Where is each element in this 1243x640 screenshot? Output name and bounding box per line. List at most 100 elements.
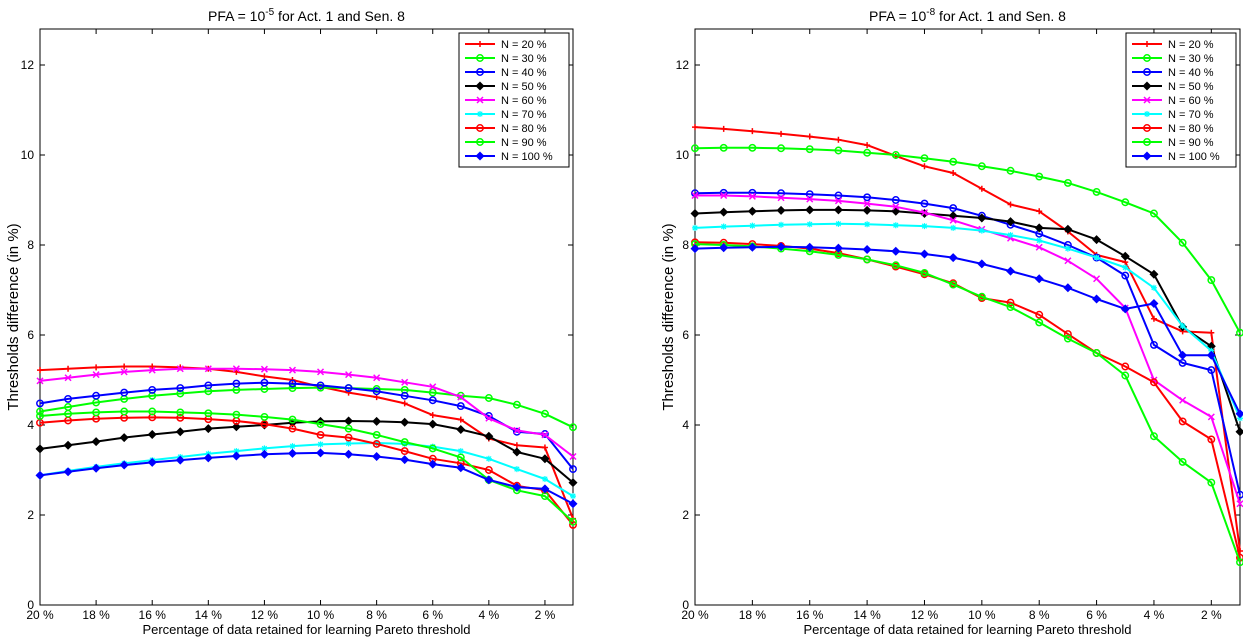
data-point bbox=[719, 243, 729, 253]
data-point bbox=[1207, 276, 1216, 285]
data-point bbox=[1149, 340, 1158, 349]
data-point bbox=[834, 191, 843, 200]
chart-title-base: PFA = 10 bbox=[869, 8, 926, 24]
data-point bbox=[484, 431, 494, 441]
data-point bbox=[720, 191, 728, 200]
legend-marker bbox=[477, 111, 483, 117]
chart-title-base: PFA = 10 bbox=[208, 8, 265, 24]
data-point bbox=[806, 195, 814, 203]
x-tick-label: 18 % bbox=[739, 608, 767, 622]
data-point bbox=[485, 414, 493, 422]
data-point bbox=[1207, 435, 1216, 444]
data-point bbox=[148, 366, 156, 374]
data-point bbox=[317, 441, 324, 448]
data-point bbox=[862, 244, 872, 255]
data-point bbox=[400, 455, 410, 465]
x-tick-label: 4 % bbox=[1144, 608, 1165, 622]
data-point bbox=[1093, 275, 1101, 283]
data-point bbox=[513, 466, 520, 473]
data-point bbox=[1006, 217, 1016, 227]
y-tick-label: 2 bbox=[27, 508, 34, 522]
data-point bbox=[920, 268, 929, 277]
data-point bbox=[1036, 208, 1043, 215]
data-point bbox=[513, 442, 520, 449]
x-tick-label: 6 % bbox=[422, 608, 443, 622]
data-point bbox=[259, 449, 269, 459]
axes-box bbox=[39, 28, 574, 606]
data-point bbox=[1121, 198, 1130, 207]
data-point bbox=[568, 499, 578, 509]
data-point bbox=[835, 136, 842, 143]
data-point bbox=[176, 408, 185, 417]
data-point bbox=[64, 374, 72, 382]
data-point bbox=[1093, 254, 1100, 261]
data-point bbox=[345, 371, 353, 379]
data-point bbox=[950, 224, 957, 231]
legend-marker bbox=[476, 54, 484, 62]
series-line bbox=[694, 191, 1241, 496]
chart-title-rest: for Act. 1 and Sen. 8 bbox=[935, 8, 1066, 24]
x-axis-label: Percentage of data retained for learning… bbox=[142, 622, 470, 637]
data-point bbox=[1063, 330, 1072, 339]
data-point bbox=[805, 190, 814, 199]
data-point bbox=[949, 280, 958, 289]
legend-label: N = 70 % bbox=[501, 109, 547, 121]
data-point bbox=[569, 452, 577, 461]
x-tick-label: 12 % bbox=[911, 608, 939, 622]
data-point bbox=[1235, 427, 1243, 437]
data-point bbox=[950, 170, 957, 176]
legend-item: N = 70 % bbox=[1132, 109, 1214, 121]
legend-label: N = 80 % bbox=[1168, 123, 1214, 135]
data-point bbox=[148, 407, 157, 416]
legend-item: N = 100 % bbox=[1132, 151, 1220, 163]
series-line bbox=[39, 442, 574, 497]
data-point bbox=[835, 220, 842, 227]
data-point bbox=[805, 205, 815, 215]
data-point bbox=[456, 402, 465, 411]
legend-marker bbox=[1142, 151, 1152, 161]
data-point bbox=[344, 433, 353, 442]
data-point bbox=[400, 438, 409, 447]
data-point bbox=[776, 205, 786, 215]
data-point bbox=[204, 409, 213, 418]
data-point bbox=[147, 457, 157, 467]
data-point bbox=[891, 246, 901, 256]
data-point bbox=[569, 517, 577, 526]
data-point bbox=[891, 261, 900, 270]
data-point bbox=[1035, 318, 1044, 327]
series-3 bbox=[36, 378, 577, 474]
data-point bbox=[863, 200, 871, 208]
legend-label: N = 30 % bbox=[501, 53, 547, 65]
data-point bbox=[176, 389, 185, 398]
data-point bbox=[540, 454, 550, 464]
series-5 bbox=[36, 365, 577, 461]
data-point bbox=[512, 447, 522, 457]
y-tick-label: 10 bbox=[676, 148, 690, 162]
legend-label: N = 70 % bbox=[1168, 109, 1214, 121]
data-point bbox=[1120, 304, 1130, 314]
data-point bbox=[401, 440, 408, 447]
data-point bbox=[1149, 378, 1158, 387]
data-point bbox=[864, 221, 871, 228]
series-line bbox=[694, 222, 1241, 419]
data-point bbox=[261, 373, 268, 380]
data-point bbox=[833, 243, 843, 253]
data-point bbox=[289, 443, 296, 450]
legend-label: N = 90 % bbox=[501, 137, 547, 149]
data-point bbox=[690, 244, 700, 254]
series-9 bbox=[690, 242, 1243, 419]
data-point bbox=[372, 416, 382, 426]
data-point bbox=[1092, 349, 1101, 357]
data-point bbox=[147, 429, 157, 439]
data-point bbox=[65, 365, 72, 372]
legend-item: N = 30 % bbox=[1132, 53, 1214, 65]
data-point bbox=[806, 221, 813, 228]
data-point bbox=[1063, 334, 1072, 343]
data-point bbox=[429, 383, 437, 391]
data-point bbox=[232, 365, 240, 373]
data-point bbox=[37, 367, 43, 374]
chart-title-exponent: -8 bbox=[926, 7, 935, 18]
chart-title-exponent: -5 bbox=[265, 7, 274, 18]
data-point bbox=[484, 466, 493, 474]
